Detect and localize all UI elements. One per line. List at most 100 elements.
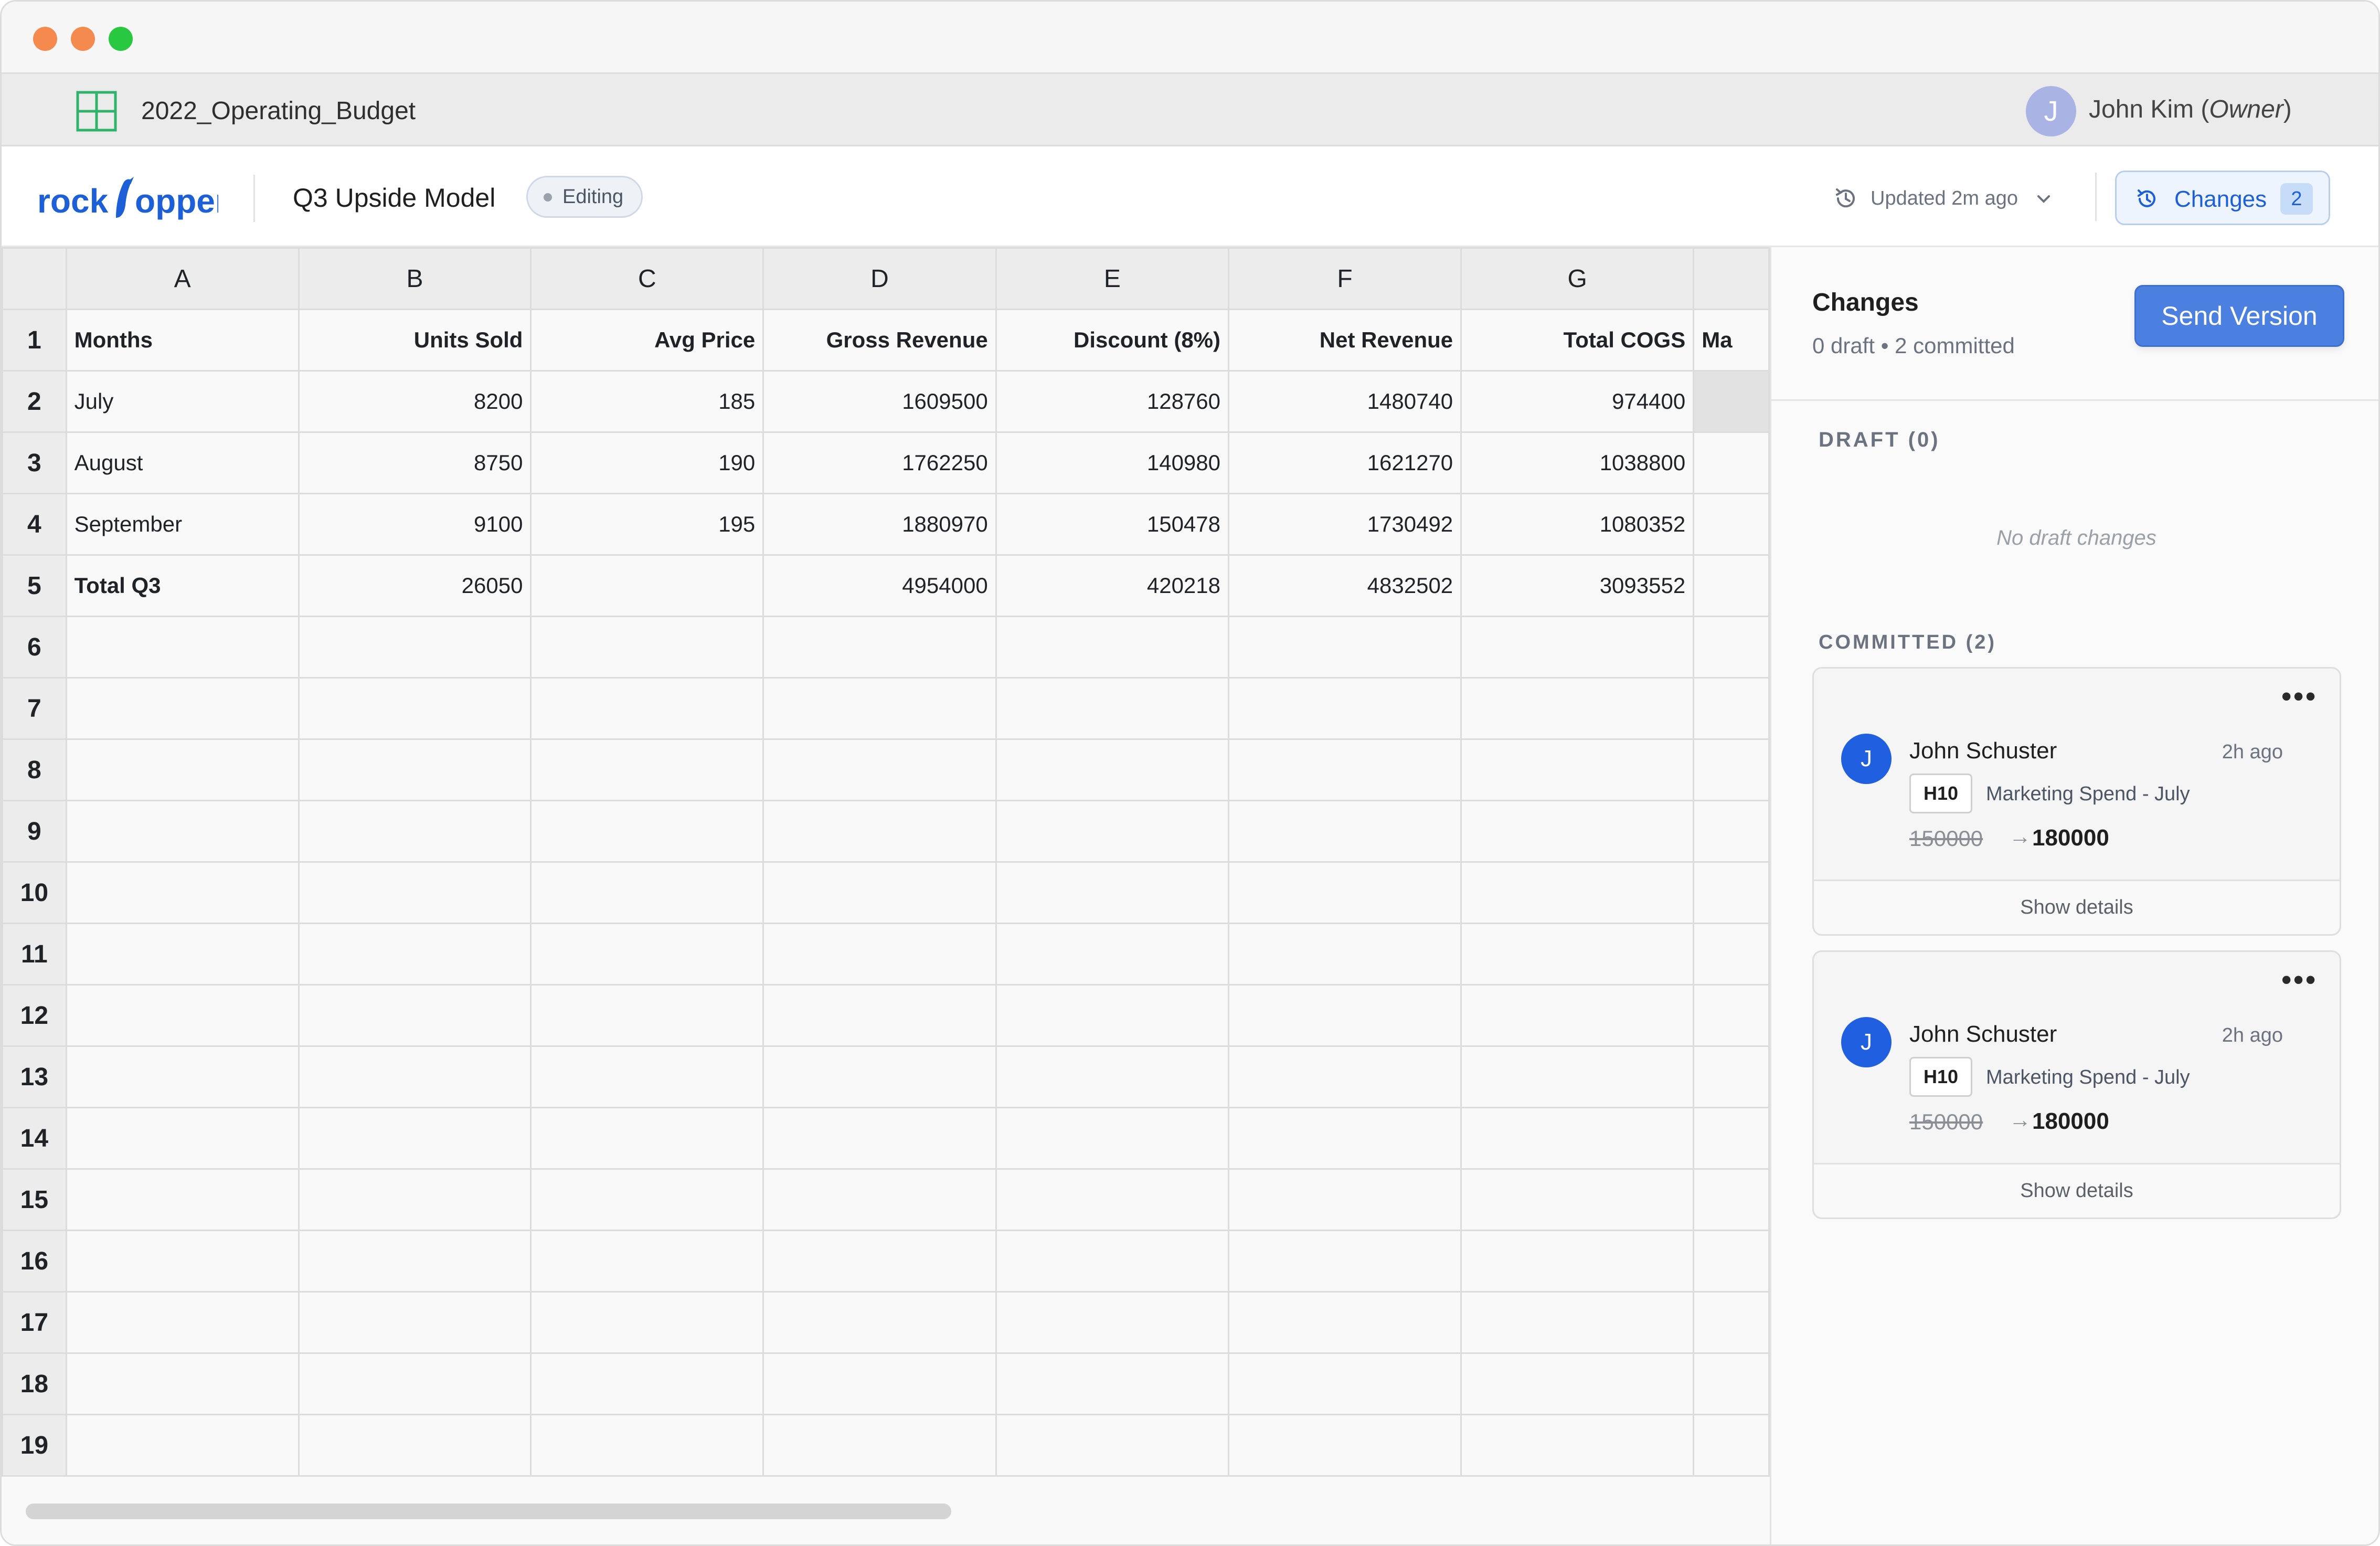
cell-e5[interactable]: 420218 — [995, 554, 1230, 617]
cell-f15[interactable] — [1228, 1168, 1462, 1231]
cell-f3[interactable]: 1621270 — [1228, 431, 1462, 494]
changes-button[interactable]: Changes 2 — [2115, 171, 2330, 225]
row-header[interactable]: 2 — [2, 370, 67, 433]
cell-b5[interactable]: 26050 — [298, 554, 532, 617]
cell-h16[interactable] — [1693, 1230, 1770, 1293]
row-header[interactable]: 14 — [2, 1107, 67, 1170]
cell-d3[interactable]: 1762250 — [762, 431, 997, 494]
cell-f2[interactable]: 1480740 — [1228, 370, 1462, 433]
column-header-f[interactable]: F — [1228, 247, 1462, 310]
cell-b10[interactable] — [298, 861, 532, 924]
window-close-button[interactable] — [33, 27, 57, 51]
row-header[interactable]: 1 — [2, 309, 67, 372]
cell-f17[interactable] — [1228, 1291, 1462, 1354]
row-header[interactable]: 6 — [2, 616, 67, 679]
cell-reference-badge[interactable]: H10 — [1909, 1057, 1972, 1097]
row-header[interactable]: 7 — [2, 677, 67, 740]
cell-d1[interactable]: Gross Revenue — [762, 309, 997, 372]
cell-f13[interactable] — [1228, 1045, 1462, 1108]
cell-f9[interactable] — [1228, 800, 1462, 863]
cell-b3[interactable]: 8750 — [298, 431, 532, 494]
cell-g18[interactable] — [1460, 1352, 1695, 1415]
cell-a1[interactable]: Months — [65, 309, 300, 372]
cell-d4[interactable]: 1880970 — [762, 493, 997, 556]
cell-g7[interactable] — [1460, 677, 1695, 740]
more-options-icon[interactable]: ••• — [2281, 681, 2318, 712]
cell-g4[interactable]: 1080352 — [1460, 493, 1695, 556]
cell-c13[interactable] — [530, 1045, 764, 1108]
cell-a10[interactable] — [65, 861, 300, 924]
cell-d11[interactable] — [762, 923, 997, 986]
window-maximize-button[interactable] — [109, 27, 133, 51]
cell-c16[interactable] — [530, 1230, 764, 1293]
cell-d17[interactable] — [762, 1291, 997, 1354]
cell-b11[interactable] — [298, 923, 532, 986]
cell-a19[interactable] — [65, 1414, 300, 1477]
cell-b17[interactable] — [298, 1291, 532, 1354]
cell-c15[interactable] — [530, 1168, 764, 1231]
cell-h17[interactable] — [1693, 1291, 1770, 1354]
cell-e8[interactable] — [995, 738, 1230, 801]
cell-h8[interactable] — [1693, 738, 1770, 801]
cell-a11[interactable] — [65, 923, 300, 986]
cell-a6[interactable] — [65, 616, 300, 679]
cell-f12[interactable] — [1228, 984, 1462, 1047]
cell-g3[interactable]: 1038800 — [1460, 431, 1695, 494]
cell-e7[interactable] — [995, 677, 1230, 740]
cell-d2[interactable]: 1609500 — [762, 370, 997, 433]
cell-h4[interactable] — [1693, 493, 1770, 556]
cell-g16[interactable] — [1460, 1230, 1695, 1293]
cell-h13[interactable] — [1693, 1045, 1770, 1108]
cell-f7[interactable] — [1228, 677, 1462, 740]
cell-c14[interactable] — [530, 1107, 764, 1170]
more-options-icon[interactable]: ••• — [2281, 964, 2318, 996]
cell-b7[interactable] — [298, 677, 532, 740]
row-header[interactable]: 3 — [2, 431, 67, 494]
cell-g2[interactable]: 974400 — [1460, 370, 1695, 433]
cell-h5[interactable] — [1693, 554, 1770, 617]
cell-c6[interactable] — [530, 616, 764, 679]
cell-d7[interactable] — [762, 677, 997, 740]
row-header[interactable]: 4 — [2, 493, 67, 556]
cell-h12[interactable] — [1693, 984, 1770, 1047]
cell-h15[interactable] — [1693, 1168, 1770, 1231]
cell-d9[interactable] — [762, 800, 997, 863]
cell-c3[interactable]: 190 — [530, 431, 764, 494]
cell-f18[interactable] — [1228, 1352, 1462, 1415]
sheet-name[interactable]: Q3 Upside Model — [293, 183, 496, 213]
cell-c2[interactable]: 185 — [530, 370, 764, 433]
row-header[interactable]: 8 — [2, 738, 67, 801]
cell-c4[interactable]: 195 — [530, 493, 764, 556]
cell-a18[interactable] — [65, 1352, 300, 1415]
cell-c10[interactable] — [530, 861, 764, 924]
cell-g1[interactable]: Total COGS — [1460, 309, 1695, 372]
cell-g13[interactable] — [1460, 1045, 1695, 1108]
cell-a15[interactable] — [65, 1168, 300, 1231]
cell-e12[interactable] — [995, 984, 1230, 1047]
cell-b19[interactable] — [298, 1414, 532, 1477]
cell-g10[interactable] — [1460, 861, 1695, 924]
cell-a2[interactable]: July — [65, 370, 300, 433]
show-details-button[interactable]: Show details — [1814, 880, 2340, 934]
row-header[interactable]: 12 — [2, 984, 67, 1047]
cell-c1[interactable]: Avg Price — [530, 309, 764, 372]
cell-a17[interactable] — [65, 1291, 300, 1354]
cell-a13[interactable] — [65, 1045, 300, 1108]
cell-h1[interactable]: Ma — [1693, 309, 1770, 372]
show-details-button[interactable]: Show details — [1814, 1163, 2340, 1217]
cell-f16[interactable] — [1228, 1230, 1462, 1293]
cell-a4[interactable]: September — [65, 493, 300, 556]
row-header[interactable]: 16 — [2, 1230, 67, 1293]
cell-a5[interactable]: Total Q3 — [65, 554, 300, 617]
cell-h14[interactable] — [1693, 1107, 1770, 1170]
cell-e16[interactable] — [995, 1230, 1230, 1293]
cell-d13[interactable] — [762, 1045, 997, 1108]
cell-g17[interactable] — [1460, 1291, 1695, 1354]
cell-d5[interactable]: 4954000 — [762, 554, 997, 617]
cell-f5[interactable]: 4832502 — [1228, 554, 1462, 617]
cell-g9[interactable] — [1460, 800, 1695, 863]
chevron-down-icon[interactable] — [2034, 189, 2053, 208]
cell-h3[interactable] — [1693, 431, 1770, 494]
window-minimize-button[interactable] — [71, 27, 95, 51]
row-header[interactable]: 5 — [2, 554, 67, 617]
